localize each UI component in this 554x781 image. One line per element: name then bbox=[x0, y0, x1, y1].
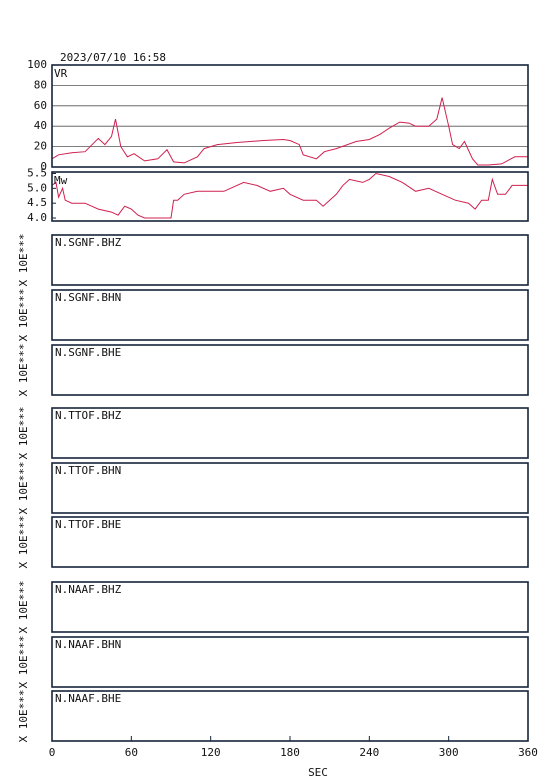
panel-frame bbox=[51, 234, 529, 286]
panel-frame bbox=[51, 690, 529, 742]
x-tick-label: 300 bbox=[439, 746, 459, 759]
y-axis-label: X 10E*** bbox=[17, 234, 30, 287]
panel-label: N.SGNF.BHN bbox=[55, 291, 121, 304]
y-axis-label: X 10E*** bbox=[17, 516, 30, 569]
panel-frame bbox=[51, 462, 529, 514]
y-tick-label: 5.5 bbox=[27, 166, 47, 179]
panel-frame bbox=[51, 636, 529, 688]
y-axis-label: X 10E*** bbox=[17, 289, 30, 342]
panel-label: N.TTOF.BHN bbox=[55, 464, 121, 477]
y-axis-label: X 10E*** bbox=[17, 462, 30, 515]
y-axis-label: X 10E*** bbox=[17, 690, 30, 743]
panel-label: N.TTOF.BHZ bbox=[55, 409, 122, 422]
y-tick-label: 4.0 bbox=[27, 211, 47, 224]
panel-frame bbox=[51, 171, 529, 222]
panel-frame bbox=[51, 344, 529, 396]
data-line bbox=[51, 97, 528, 166]
panel-frame bbox=[51, 581, 529, 633]
x-axis-label: SEC bbox=[308, 766, 328, 779]
y-axis-label: X 10E*** bbox=[17, 636, 30, 689]
y-tick-label: 0 bbox=[40, 160, 47, 173]
x-tick-label: 120 bbox=[201, 746, 221, 759]
panel-label: N.SGNF.BHZ bbox=[55, 236, 122, 249]
panel-frame bbox=[51, 289, 529, 341]
panel-frame bbox=[51, 407, 529, 459]
x-tick-label: 240 bbox=[359, 746, 379, 759]
panel-label: N.NAAF.BHN bbox=[55, 638, 121, 651]
y-axis-label: X 10E*** bbox=[17, 581, 30, 634]
panel-label: N.SGNF.BHE bbox=[55, 346, 121, 359]
panel-label: N.NAAF.BHE bbox=[55, 692, 121, 705]
panel-frame bbox=[51, 64, 529, 168]
y-tick-label: 100 bbox=[27, 58, 47, 71]
y-axis-label: X 10E*** bbox=[17, 407, 30, 460]
chart-title: 2023/07/10 16:58 bbox=[60, 51, 166, 64]
x-tick-label: 0 bbox=[49, 746, 56, 759]
x-tick-label: 180 bbox=[280, 746, 300, 759]
y-tick-label: 80 bbox=[34, 78, 47, 91]
y-tick-label: 5.0 bbox=[27, 181, 47, 194]
panel-label: N.NAAF.BHZ bbox=[55, 583, 122, 596]
x-tick-label: 360 bbox=[518, 746, 538, 759]
y-axis-label: X 10E*** bbox=[17, 344, 30, 397]
panel-frame bbox=[51, 516, 529, 568]
x-tick-label: 60 bbox=[125, 746, 138, 759]
y-tick-label: 20 bbox=[34, 140, 47, 153]
panel-label: N.TTOF.BHE bbox=[55, 518, 121, 531]
y-tick-label: 60 bbox=[34, 99, 47, 112]
data-line bbox=[51, 172, 528, 219]
y-tick-label: 4.5 bbox=[27, 196, 47, 209]
panel-label: VR bbox=[54, 67, 68, 80]
y-tick-label: 40 bbox=[34, 119, 47, 132]
panel-label: Mw bbox=[54, 174, 68, 187]
